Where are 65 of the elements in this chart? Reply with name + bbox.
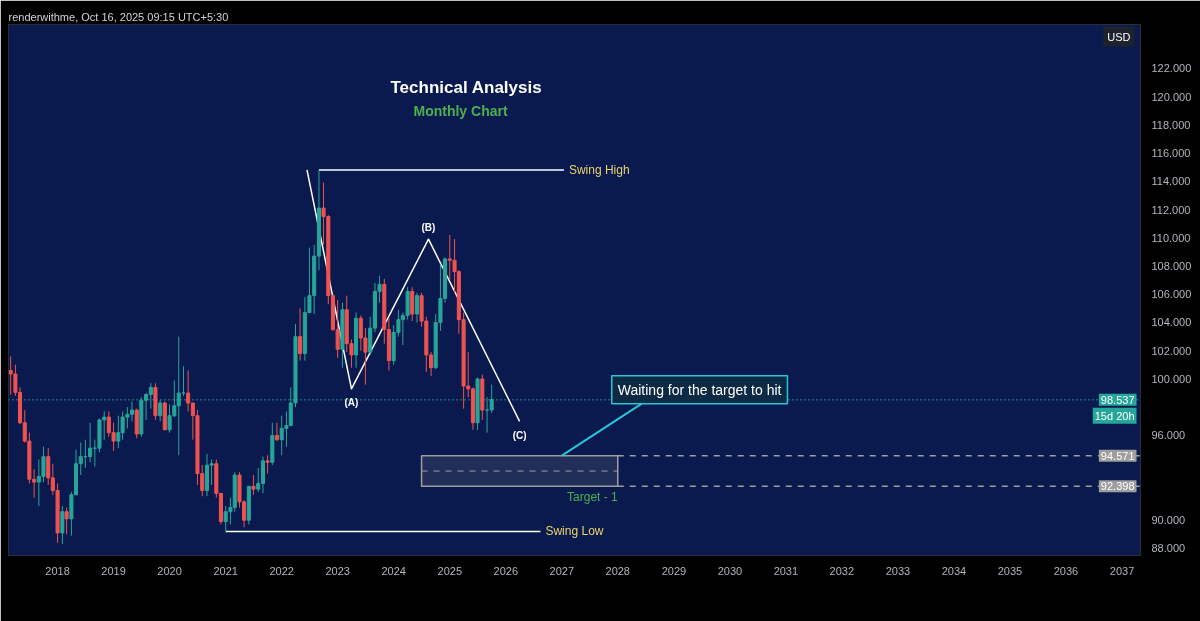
x-tick-label: 2034	[941, 564, 967, 577]
y-tick-label: 102.000	[1151, 344, 1192, 357]
y-tick-label: 116.000	[1151, 147, 1191, 160]
candlestick	[298, 307, 303, 362]
annotation: Waiting for the target to hit	[617, 381, 782, 398]
annotation: 15d 20h	[1094, 409, 1135, 422]
annotation: (B)	[421, 221, 436, 233]
x-tick-label: 2029	[661, 564, 687, 577]
y-tick-label: 104.000	[1151, 316, 1192, 329]
y-tick-label: 114.000	[1151, 175, 1191, 188]
candlestick	[251, 474, 256, 496]
y-tick-label: 108.000	[1151, 259, 1192, 272]
y-tick-label: 96.000	[1151, 429, 1186, 442]
x-tick-label: 2032	[829, 564, 855, 577]
x-tick-label: 2019	[101, 564, 126, 577]
x-tick-label: 2020	[157, 564, 182, 577]
x-tick-label: 2030	[717, 564, 743, 577]
candlestick	[414, 292, 419, 323]
x-tick-label: 2023	[325, 564, 350, 577]
y-tick-label: 100.000	[1151, 372, 1192, 385]
x-tick-label: 2028	[605, 564, 630, 577]
candlestick	[64, 506, 69, 535]
x-tick-label: 2018	[45, 564, 70, 577]
y-tick-label: 118.000	[1151, 118, 1191, 131]
y-tick-label: 88.000	[1151, 542, 1186, 555]
x-tick-label: 2027	[549, 564, 575, 577]
x-tick-label: 2037	[1109, 564, 1135, 577]
y-tick-label: 90.000	[1151, 514, 1186, 527]
candlestick	[167, 403, 172, 434]
x-tick-label: 2035	[997, 564, 1023, 577]
annotation: (C)	[512, 429, 527, 441]
candlestick	[410, 286, 415, 322]
x-tick-label: 2026	[493, 564, 519, 577]
y-tick-label: 106.000	[1151, 288, 1192, 301]
candlestick	[116, 415, 121, 449]
y-tick-label: 122.000	[1151, 62, 1192, 75]
series-label: Swing Low	[545, 524, 604, 539]
candlestick	[274, 422, 279, 442]
candlestick	[260, 456, 265, 494]
x-tick-label: 2033	[885, 564, 911, 577]
y-tick-label: 120.000	[1151, 90, 1192, 103]
data-label: 92.398	[1100, 480, 1135, 493]
text: Monthly Chart	[413, 102, 508, 119]
annotation: (A)	[344, 397, 359, 409]
candlestick	[88, 422, 93, 463]
series-label: Target - 1	[567, 490, 619, 505]
x-tick-label: 2024	[381, 564, 406, 577]
y-axis-title: USD	[1107, 30, 1131, 43]
candlestick	[186, 370, 191, 412]
candlestick	[158, 399, 163, 422]
x-tick-label: 2025	[437, 564, 463, 577]
x-tick-label: 2022	[269, 564, 294, 577]
x-tick-label: 2021	[213, 564, 238, 577]
y-tick-label: 110.000	[1151, 231, 1191, 244]
candlestick	[129, 401, 135, 422]
ref-line-label: 98.537	[1100, 393, 1135, 406]
y-tick-label: 112.000	[1151, 203, 1191, 216]
text: Technical Analysis	[390, 77, 542, 97]
candlestick	[265, 454, 270, 475]
data-label: 94.571	[1100, 449, 1135, 462]
x-tick-label: 2031	[773, 564, 799, 577]
text: renderwithme, Oct 16, 2025 09:15 UTC+5:30	[8, 10, 229, 23]
x-tick-label: 2036	[1053, 564, 1079, 577]
series-label: Swing High	[568, 162, 630, 177]
candlestick	[60, 505, 65, 545]
